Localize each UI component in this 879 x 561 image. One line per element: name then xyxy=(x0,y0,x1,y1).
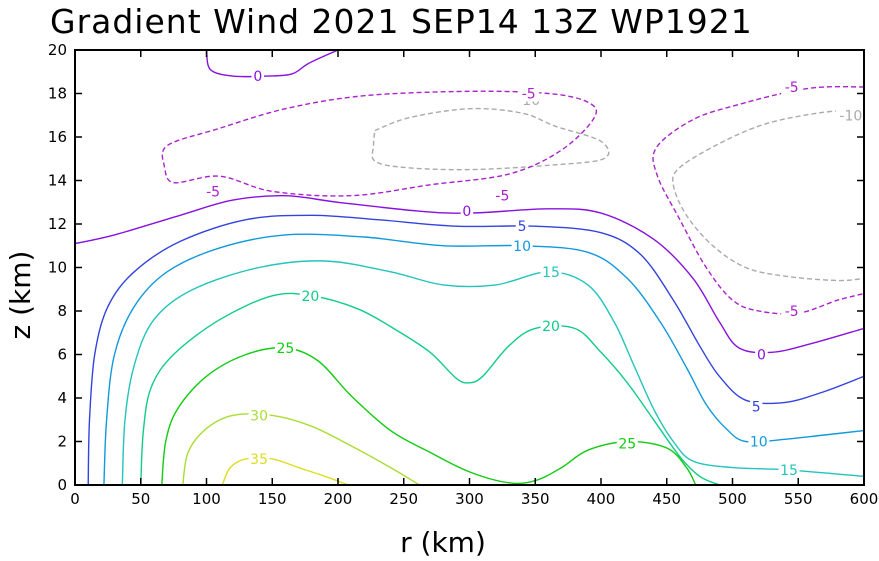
y-tick-label-2: 2 xyxy=(57,433,67,451)
contour-label-0-1: 0 xyxy=(462,204,471,220)
contour-label--5-5: -5 xyxy=(785,304,799,320)
x-tick-label-500: 500 xyxy=(718,490,747,508)
contour-label--5-2: -5 xyxy=(522,87,536,103)
y-tick-label-12: 12 xyxy=(48,215,67,233)
contour-label-bg-15-1 xyxy=(540,263,562,280)
contour-label-bg-25-1 xyxy=(274,339,296,356)
contour-label-25-2: 25 xyxy=(618,437,636,453)
x-tick-label-450: 450 xyxy=(652,490,681,508)
contour-line--10-1 xyxy=(371,107,610,171)
x-tick-label-250: 250 xyxy=(389,490,418,508)
contour-0 xyxy=(75,50,864,354)
contour-line-0-1 xyxy=(75,194,864,354)
x-tick-label-50: 50 xyxy=(131,490,150,508)
contour-label-bg--10-2 xyxy=(836,107,866,124)
contour-line-35-1 xyxy=(221,457,349,485)
y-tick-label-16: 16 xyxy=(48,128,67,146)
contour-label-bg--5-3 xyxy=(491,187,513,204)
contour-line-30-1 xyxy=(182,413,420,485)
axes: 0 50 100 150 200 250 300 350 400 450 500 550 6000246… xyxy=(48,41,878,508)
contour-label-10-2: 10 xyxy=(750,435,768,451)
y-tick-label-14: 14 xyxy=(48,172,67,190)
contour--10 xyxy=(371,107,864,282)
contour-label-15-1: 15 xyxy=(542,265,560,281)
contour-label-5-2: 5 xyxy=(752,400,761,416)
contour-35 xyxy=(221,457,349,485)
contour-label-0-2: 0 xyxy=(757,348,766,364)
contour-label-bg-15-2 xyxy=(778,461,800,478)
contour-label-0-3: 0 xyxy=(253,69,262,85)
contour-label-15-2: 15 xyxy=(780,463,798,479)
contour-label--5-3: -5 xyxy=(495,189,509,205)
contour-label-bg-35-1 xyxy=(248,450,270,467)
contour-line--5-2 xyxy=(161,90,598,197)
contour-lines: -10-10-5-5-5-5-5000551010151520202525303… xyxy=(75,50,866,485)
contour-label-bg-25-2 xyxy=(616,435,638,452)
x-tick-label-350: 350 xyxy=(521,490,550,508)
contour-label--5-1: -5 xyxy=(785,80,799,96)
contour-label-bg-20-1 xyxy=(299,287,321,304)
contour-label-20-2: 20 xyxy=(542,319,560,335)
contour-label--5-4: -5 xyxy=(206,184,220,200)
contour-label-35-1: 35 xyxy=(250,452,268,468)
y-tick-label-20: 20 xyxy=(48,41,67,59)
contour-10 xyxy=(103,233,864,485)
contour-label-20-1: 20 xyxy=(301,289,319,305)
y-tick-label-18: 18 xyxy=(48,85,67,103)
x-tick-label-100: 100 xyxy=(192,490,221,508)
contour--5 xyxy=(161,85,864,315)
x-tick-label-200: 200 xyxy=(324,490,353,508)
y-tick-label-8: 8 xyxy=(57,302,67,320)
x-tick-label-550: 550 xyxy=(784,490,813,508)
contour-label-bg--5-1 xyxy=(781,78,803,95)
contour-line-5-1 xyxy=(87,214,864,485)
x-tick-label-600: 600 xyxy=(850,490,879,508)
x-tick-label-0: 0 xyxy=(70,490,80,508)
x-tick-label-300: 300 xyxy=(455,490,484,508)
contour-line-15-1 xyxy=(121,260,864,485)
contour-5 xyxy=(87,214,864,485)
contour-line-20-1 xyxy=(140,292,720,485)
contour-label-bg-0-1 xyxy=(460,202,474,219)
contour-label-bg-10-1 xyxy=(511,237,533,254)
x-tick-label-150: 150 xyxy=(258,490,287,508)
contour-label-bg-30-1 xyxy=(248,407,270,424)
contour-label-bg-0-3 xyxy=(251,68,265,85)
x-axis-label: r (km) xyxy=(400,526,486,559)
y-tick-label-4: 4 xyxy=(57,389,67,407)
contour-line-10-1 xyxy=(103,233,864,485)
chart-title: Gradient Wind 2021 SEP14 13Z WP1921 xyxy=(50,2,753,41)
contour-label-10-1: 10 xyxy=(513,239,531,255)
contour-15 xyxy=(121,260,864,485)
contour-label-bg--5-4 xyxy=(202,183,224,200)
contour-label-30-1: 30 xyxy=(250,408,268,424)
contour-30 xyxy=(182,413,420,485)
contour-label-bg-20-2 xyxy=(540,318,562,335)
contour-label--10-2: -10 xyxy=(839,108,862,124)
contour-label-bg--5-5 xyxy=(781,303,803,319)
y-tick-label-0: 0 xyxy=(57,476,67,494)
contour-label-25-1: 25 xyxy=(276,341,294,357)
contour-label-bg-10-2 xyxy=(748,433,770,450)
x-tick-label-400: 400 xyxy=(587,490,616,508)
contour-label-bg-0-2 xyxy=(755,346,768,363)
contour-label-5-1: 5 xyxy=(518,219,527,235)
contour-label-bg-5-2 xyxy=(749,398,763,415)
contour-label-bg--5-2 xyxy=(518,85,540,102)
contour-20 xyxy=(140,292,720,485)
contour-label-bg-5-1 xyxy=(515,218,529,235)
y-axis-label: z (km) xyxy=(4,251,37,340)
y-tick-label-6: 6 xyxy=(57,346,67,364)
y-tick-label-10: 10 xyxy=(48,259,67,277)
contour-line-0-2 xyxy=(205,50,339,78)
contour-line--10-2 xyxy=(672,108,864,282)
